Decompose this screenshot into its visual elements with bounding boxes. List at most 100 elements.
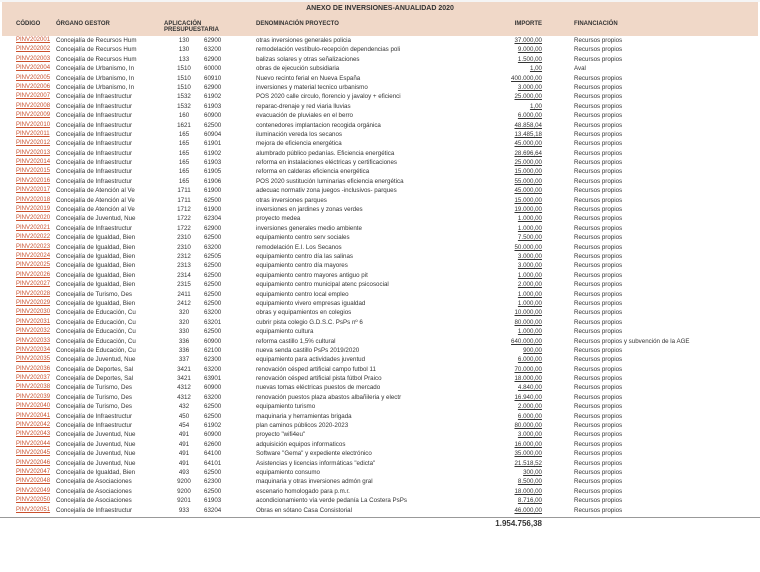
cell-codigo[interactable]: PINV202015: [2, 167, 54, 176]
cell-importe: 1.000,00: [484, 271, 544, 280]
cell-app2: 62505: [204, 252, 254, 261]
cell-finan: Recursos propios: [544, 308, 704, 317]
cell-codigo[interactable]: PINV202047: [2, 468, 54, 477]
cell-codigo[interactable]: PINV202010: [2, 121, 54, 130]
cell-codigo[interactable]: PINV202036: [2, 365, 54, 374]
cell-codigo[interactable]: PINV202040: [2, 402, 54, 411]
cell-codigo[interactable]: PINV202026: [2, 271, 54, 280]
cell-codigo[interactable]: PINV202051: [2, 506, 54, 515]
table-row: PINV202045Concejalía de Juventud, Nue491…: [2, 449, 758, 458]
cell-codigo[interactable]: PINV202032: [2, 327, 54, 336]
cell-codigo[interactable]: PINV202029: [2, 299, 54, 308]
cell-codigo[interactable]: PINV202014: [2, 158, 54, 167]
cell-finan: Recursos propios: [544, 177, 704, 186]
cell-codigo[interactable]: PINV202023: [2, 243, 54, 252]
cell-importe: 4.840,00: [484, 383, 544, 392]
cell-organo: Concejalía de Educación, Cu: [54, 346, 164, 355]
cell-app1: 4312: [164, 383, 204, 392]
cell-organo: Concejalía de Turismo, Des: [54, 290, 164, 299]
cell-codigo[interactable]: PINV202009: [2, 111, 54, 120]
cell-codigo[interactable]: PINV202046: [2, 459, 54, 468]
cell-codigo[interactable]: PINV202011: [2, 130, 54, 139]
cell-codigo[interactable]: PINV202028: [2, 290, 54, 299]
cell-denom: evacuación de pluviales en el berro: [254, 111, 484, 120]
cell-codigo[interactable]: PINV202038: [2, 383, 54, 392]
cell-app1: 2314: [164, 271, 204, 280]
cell-denom: otras inversiones parques: [254, 196, 484, 205]
table-row: PINV202023Concejalía de Igualdad, Bien23…: [2, 243, 758, 252]
header-aplicacion: APLICACIÓN PRESUPUESTARIA: [164, 21, 254, 33]
cell-denom: equipamiento centro día las salinas: [254, 252, 484, 261]
cell-codigo[interactable]: PINV202041: [2, 412, 54, 421]
cell-codigo[interactable]: PINV202018: [2, 196, 54, 205]
cell-denom: nuevas tomas eléctricas puestos de merca…: [254, 383, 484, 392]
cell-codigo[interactable]: PINV202042: [2, 421, 54, 430]
cell-codigo[interactable]: PINV202034: [2, 346, 54, 355]
cell-codigo[interactable]: PINV202037: [2, 374, 54, 383]
cell-app2: 60900: [204, 111, 254, 120]
cell-organo: Concejalía de Atención al Ve: [54, 205, 164, 214]
cell-codigo[interactable]: PINV202004: [2, 64, 54, 73]
cell-codigo[interactable]: PINV202024: [2, 252, 54, 261]
cell-app2: 62500: [204, 327, 254, 336]
cell-denom: reforma en instalaciones eléctricas y ce…: [254, 158, 484, 167]
cell-organo: Concejalía de Turismo, Des: [54, 383, 164, 392]
cell-codigo[interactable]: PINV202027: [2, 280, 54, 289]
table-row: PINV202004Concejalía de Urbanismo, In151…: [2, 64, 758, 73]
cell-codigo[interactable]: PINV202019: [2, 205, 54, 214]
cell-app2: 62300: [204, 355, 254, 364]
cell-codigo[interactable]: PINV202048: [2, 477, 54, 486]
cell-organo: Concejalía de Infraestructur: [54, 224, 164, 233]
cell-codigo[interactable]: PINV202001: [2, 36, 54, 45]
cell-codigo[interactable]: PINV202031: [2, 318, 54, 327]
cell-app1: 1510: [164, 74, 204, 83]
cell-codigo[interactable]: PINV202035: [2, 355, 54, 364]
cell-importe: 13.485,18: [484, 130, 544, 139]
cell-codigo[interactable]: PINV202016: [2, 177, 54, 186]
cell-finan: Recursos propios: [544, 393, 704, 402]
cell-codigo[interactable]: PINV202006: [2, 83, 54, 92]
cell-denom: mejora de eficiencia energética: [254, 139, 484, 148]
cell-codigo[interactable]: PINV202008: [2, 102, 54, 111]
cell-denom: equipamiento para actividades juventud: [254, 355, 484, 364]
cell-codigo[interactable]: PINV202002: [2, 45, 54, 54]
cell-codigo[interactable]: PINV202025: [2, 261, 54, 270]
cell-app1: 1722: [164, 224, 204, 233]
cell-codigo[interactable]: PINV202033: [2, 337, 54, 346]
cell-codigo[interactable]: PINV202012: [2, 139, 54, 148]
cell-codigo[interactable]: PINV202030: [2, 308, 54, 317]
cell-codigo[interactable]: PINV202039: [2, 393, 54, 402]
cell-codigo[interactable]: PINV202022: [2, 233, 54, 242]
cell-codigo[interactable]: PINV202013: [2, 149, 54, 158]
cell-importe: 1,00: [484, 64, 544, 73]
cell-codigo[interactable]: PINV202043: [2, 430, 54, 439]
cell-app2: 60904: [204, 130, 254, 139]
cell-finan: Recursos propios: [544, 196, 704, 205]
cell-codigo[interactable]: PINV202007: [2, 92, 54, 101]
cell-codigo[interactable]: PINV202050: [2, 496, 54, 505]
cell-codigo[interactable]: PINV202021: [2, 224, 54, 233]
cell-codigo[interactable]: PINV202044: [2, 440, 54, 449]
cell-denom: equipamiento cultura: [254, 327, 484, 336]
cell-importe: 28.696,64: [484, 149, 544, 158]
cell-denom: equipamiento centro municipal atenc psic…: [254, 280, 484, 289]
cell-codigo[interactable]: PINV202017: [2, 186, 54, 195]
cell-denom: remodelación E.I. Los Secanos: [254, 243, 484, 252]
cell-denom: maquinaria y herramientas brigada: [254, 412, 484, 421]
cell-app1: 454: [164, 421, 204, 430]
cell-app2: 61903: [204, 102, 254, 111]
cell-importe: 1.000,00: [484, 299, 544, 308]
cell-organo: Concejalía de Educación, Cu: [54, 337, 164, 346]
cell-codigo[interactable]: PINV202003: [2, 55, 54, 64]
cell-codigo[interactable]: PINV202045: [2, 449, 54, 458]
cell-organo: Concejalía de Infraestructur: [54, 421, 164, 430]
cell-codigo[interactable]: PINV202005: [2, 74, 54, 83]
cell-app2: 63201: [204, 318, 254, 327]
cell-app1: 165: [164, 167, 204, 176]
cell-finan: Recursos propios: [544, 36, 704, 45]
table-row: PINV202036Concejalía de Deportes, Sal342…: [2, 365, 758, 374]
cell-codigo[interactable]: PINV202049: [2, 487, 54, 496]
cell-denom: proyecto "wifi4eu": [254, 430, 484, 439]
cell-codigo[interactable]: PINV202020: [2, 214, 54, 223]
cell-app2: 62500: [204, 290, 254, 299]
